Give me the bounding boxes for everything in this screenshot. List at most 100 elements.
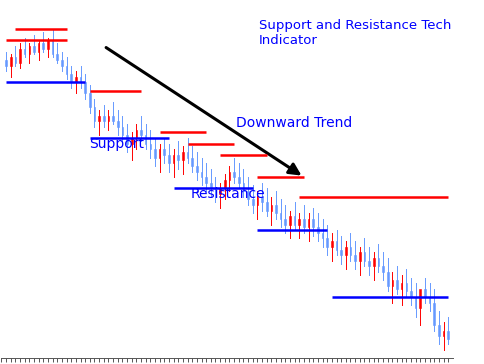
Bar bbox=[19, 49, 21, 63]
Bar bbox=[349, 247, 350, 255]
Bar bbox=[33, 46, 35, 52]
Bar bbox=[112, 116, 114, 121]
Bar bbox=[145, 135, 146, 144]
Bar bbox=[284, 219, 286, 225]
Bar bbox=[38, 43, 39, 52]
Bar bbox=[335, 241, 337, 250]
Bar bbox=[131, 138, 132, 144]
Bar bbox=[437, 325, 439, 336]
Bar bbox=[29, 46, 30, 54]
Bar bbox=[214, 188, 216, 194]
Bar bbox=[233, 171, 234, 177]
Text: Resistance: Resistance bbox=[191, 187, 265, 201]
Bar bbox=[433, 302, 434, 325]
Bar bbox=[261, 197, 262, 202]
Bar bbox=[372, 258, 374, 266]
Bar bbox=[326, 238, 327, 247]
Bar bbox=[103, 116, 105, 121]
Bar bbox=[340, 250, 341, 255]
Bar bbox=[79, 77, 81, 82]
Bar bbox=[358, 253, 360, 261]
Bar bbox=[238, 177, 239, 183]
Bar bbox=[5, 60, 7, 66]
Bar bbox=[247, 191, 248, 199]
Text: Support: Support bbox=[89, 137, 144, 151]
Bar bbox=[395, 280, 397, 289]
Bar bbox=[293, 216, 295, 225]
Bar bbox=[89, 94, 91, 107]
Bar bbox=[75, 77, 76, 82]
Bar bbox=[381, 266, 383, 272]
Bar bbox=[47, 40, 49, 49]
Bar bbox=[177, 155, 179, 161]
Bar bbox=[270, 205, 272, 211]
Bar bbox=[367, 261, 369, 266]
Text: Downward Trend: Downward Trend bbox=[236, 116, 352, 130]
Bar bbox=[107, 116, 109, 121]
Bar bbox=[219, 188, 221, 194]
Bar bbox=[228, 171, 230, 180]
Bar bbox=[331, 241, 332, 247]
Bar bbox=[140, 130, 141, 135]
Bar bbox=[56, 54, 58, 60]
Bar bbox=[15, 57, 16, 63]
Bar bbox=[265, 202, 267, 211]
Bar bbox=[391, 280, 393, 286]
Bar bbox=[419, 289, 420, 308]
Bar bbox=[400, 283, 402, 289]
Bar bbox=[363, 253, 364, 261]
Bar bbox=[126, 135, 128, 144]
Bar bbox=[307, 219, 309, 228]
Bar bbox=[135, 130, 137, 138]
Bar bbox=[98, 116, 100, 121]
Bar bbox=[288, 216, 290, 225]
Bar bbox=[66, 66, 67, 74]
Bar bbox=[172, 155, 174, 163]
Bar bbox=[154, 149, 155, 158]
Bar bbox=[302, 219, 304, 228]
Bar bbox=[321, 233, 323, 238]
Bar bbox=[168, 155, 169, 163]
Bar bbox=[446, 331, 448, 339]
Bar bbox=[121, 127, 123, 135]
Bar bbox=[117, 121, 118, 127]
Bar bbox=[317, 228, 318, 233]
Bar bbox=[377, 258, 378, 266]
Bar bbox=[10, 57, 12, 66]
Bar bbox=[344, 247, 346, 255]
Bar bbox=[386, 272, 388, 286]
Bar bbox=[242, 183, 244, 191]
Bar bbox=[256, 197, 257, 205]
Bar bbox=[279, 213, 281, 219]
Bar bbox=[52, 40, 53, 54]
Bar bbox=[70, 74, 72, 82]
Bar bbox=[158, 149, 160, 158]
Bar bbox=[298, 219, 300, 225]
Bar bbox=[186, 152, 188, 158]
Bar bbox=[409, 292, 411, 297]
Bar bbox=[224, 180, 225, 188]
Bar bbox=[149, 144, 151, 149]
Bar bbox=[423, 289, 425, 297]
Bar bbox=[84, 82, 86, 94]
Bar bbox=[442, 331, 443, 336]
Bar bbox=[205, 177, 207, 183]
Bar bbox=[43, 43, 44, 49]
Bar bbox=[274, 205, 276, 213]
Bar bbox=[196, 166, 197, 171]
Bar bbox=[405, 283, 406, 292]
Bar bbox=[251, 199, 253, 205]
Bar bbox=[163, 149, 165, 155]
Text: Support and Resistance Tech
Indicator: Support and Resistance Tech Indicator bbox=[258, 19, 450, 47]
Bar bbox=[312, 219, 314, 228]
Bar bbox=[61, 60, 62, 66]
Bar bbox=[191, 158, 193, 166]
Bar bbox=[210, 183, 211, 188]
Bar bbox=[24, 49, 26, 54]
Bar bbox=[428, 297, 429, 302]
Bar bbox=[414, 297, 416, 308]
Bar bbox=[182, 152, 183, 161]
Bar bbox=[200, 171, 202, 177]
Bar bbox=[354, 255, 355, 261]
Bar bbox=[93, 107, 95, 121]
